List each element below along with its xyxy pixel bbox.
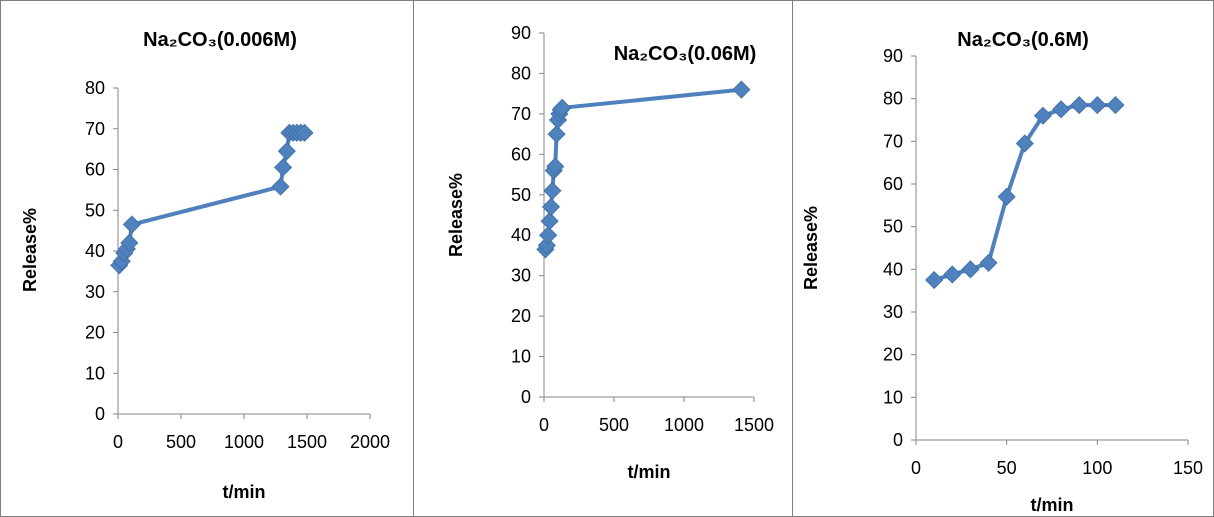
- x-tick-label: 500: [599, 415, 629, 435]
- x-axis-label: t/min: [223, 482, 266, 502]
- data-point-marker: [943, 265, 962, 284]
- data-point-marker: [277, 142, 296, 161]
- data-point-marker: [547, 125, 566, 144]
- chart-panel-2: 0 10 20 30 40 50 60 70 80 90 0 500 1000 1500 Na₂CO₃(0.…: [414, 0, 792, 517]
- data-point-marker: [961, 260, 980, 279]
- data-point-marker: [539, 226, 558, 245]
- chart-title: Na₂CO₃(0.06M): [614, 43, 757, 65]
- y-axis-label: Release%: [801, 206, 821, 290]
- x-tick-label: 2000: [350, 432, 390, 452]
- data-point-marker: [271, 177, 290, 196]
- data-point-marker: [1015, 134, 1034, 153]
- chart-panel-1: 0 10 20 30 40 50 60 70 80 0 500 1000 1500 2000 Na₂CO₃(…: [0, 0, 413, 517]
- data-point-marker: [543, 181, 562, 200]
- x-tick-label: 50: [997, 458, 1017, 478]
- data-point-marker: [540, 212, 559, 231]
- y-tick-label: 50: [511, 185, 531, 205]
- y-tick-label: 80: [85, 78, 105, 98]
- data-point-marker: [1033, 106, 1052, 125]
- data-point-marker: [295, 123, 314, 142]
- y-tick-label: 0: [893, 430, 903, 450]
- x-tick-label: 1500: [287, 432, 327, 452]
- x-tick-label: 0: [539, 415, 549, 435]
- y-tick-label: 70: [85, 119, 105, 139]
- x-tick-label: 150: [1173, 458, 1203, 478]
- chart-06M: 0 10 20 30 40 50 60 70 80 90 0 50 100 150 Na₂CO₃(0.6M)…: [801, 29, 1203, 515]
- x-tick-label: 1500: [734, 415, 774, 435]
- chart-0006M: 0 10 20 30 40 50 60 70 80 0 500 1000 1500 2000 Na₂CO₃(…: [20, 29, 390, 502]
- y-tick-label: 40: [883, 259, 903, 279]
- x-tick-label: 100: [1082, 458, 1112, 478]
- y-tick-label: 50: [85, 200, 105, 220]
- data-point-marker: [122, 215, 141, 234]
- y-tick-label: 60: [511, 144, 531, 164]
- y-tick-label: 30: [883, 302, 903, 322]
- chart-panel-3: 0 10 20 30 40 50 60 70 80 90 0 50 100 150 Na₂CO₃(0.6M)…: [793, 0, 1214, 517]
- y-axis-label: Release%: [446, 173, 466, 257]
- data-point-marker: [925, 270, 944, 290]
- x-axis-label: t/min: [628, 462, 671, 482]
- y-tick-label: 60: [85, 160, 105, 180]
- y-tick-label: 30: [511, 266, 531, 286]
- data-point-marker: [1106, 96, 1125, 115]
- x-axis-label: t/min: [1031, 495, 1074, 515]
- y-tick-label: 40: [85, 241, 105, 261]
- chart-title: Na₂CO₃(0.006M): [143, 29, 297, 51]
- y-tick-label: 20: [511, 306, 531, 326]
- data-point-marker: [546, 157, 565, 176]
- data-point-marker: [273, 158, 293, 177]
- data-point-marker: [732, 80, 751, 99]
- y-tick-label: 10: [511, 347, 531, 367]
- y-tick-label: 90: [511, 23, 531, 43]
- y-tick-label: 0: [95, 404, 105, 424]
- y-tick-label: 60: [883, 174, 903, 194]
- chart-title: Na₂CO₃(0.6M): [957, 29, 1088, 51]
- y-axis-label: Release%: [20, 208, 40, 292]
- y-tick-label: 90: [883, 46, 903, 66]
- x-tick-label: 0: [113, 432, 123, 452]
- data-point-marker: [997, 187, 1016, 206]
- series-line: [933, 103, 1116, 282]
- data-point-marker: [553, 98, 572, 117]
- y-tick-label: 10: [883, 387, 903, 407]
- y-tick-label: 70: [511, 104, 531, 124]
- y-tick-label: 80: [511, 63, 531, 83]
- data-point-marker: [1052, 100, 1071, 119]
- y-tick-label: 0: [521, 387, 531, 407]
- y-tick-label: 40: [511, 225, 531, 245]
- y-tick-label: 50: [883, 217, 903, 237]
- y-tick-label: 20: [85, 323, 105, 343]
- data-point-marker: [1088, 96, 1107, 115]
- y-tick-label: 10: [85, 363, 105, 383]
- chart-006M: 0 10 20 30 40 50 60 70 80 90 0 500 1000 1500 Na₂CO₃(0.…: [446, 23, 774, 482]
- y-tick-label: 70: [883, 131, 903, 151]
- x-tick-label: 0: [911, 458, 921, 478]
- series-line: [543, 87, 742, 251]
- y-tick-label: 30: [85, 282, 105, 302]
- x-tick-label: 500: [166, 432, 196, 452]
- x-tick-label: 1000: [224, 432, 264, 452]
- series-line: [117, 130, 305, 267]
- data-point-marker: [120, 233, 139, 252]
- data-point-marker: [979, 253, 998, 272]
- data-point-marker: [1070, 96, 1089, 115]
- x-tick-label: 1000: [664, 415, 704, 435]
- y-tick-label: 80: [883, 89, 903, 109]
- data-point-marker: [541, 197, 561, 216]
- y-tick-label: 20: [883, 345, 903, 365]
